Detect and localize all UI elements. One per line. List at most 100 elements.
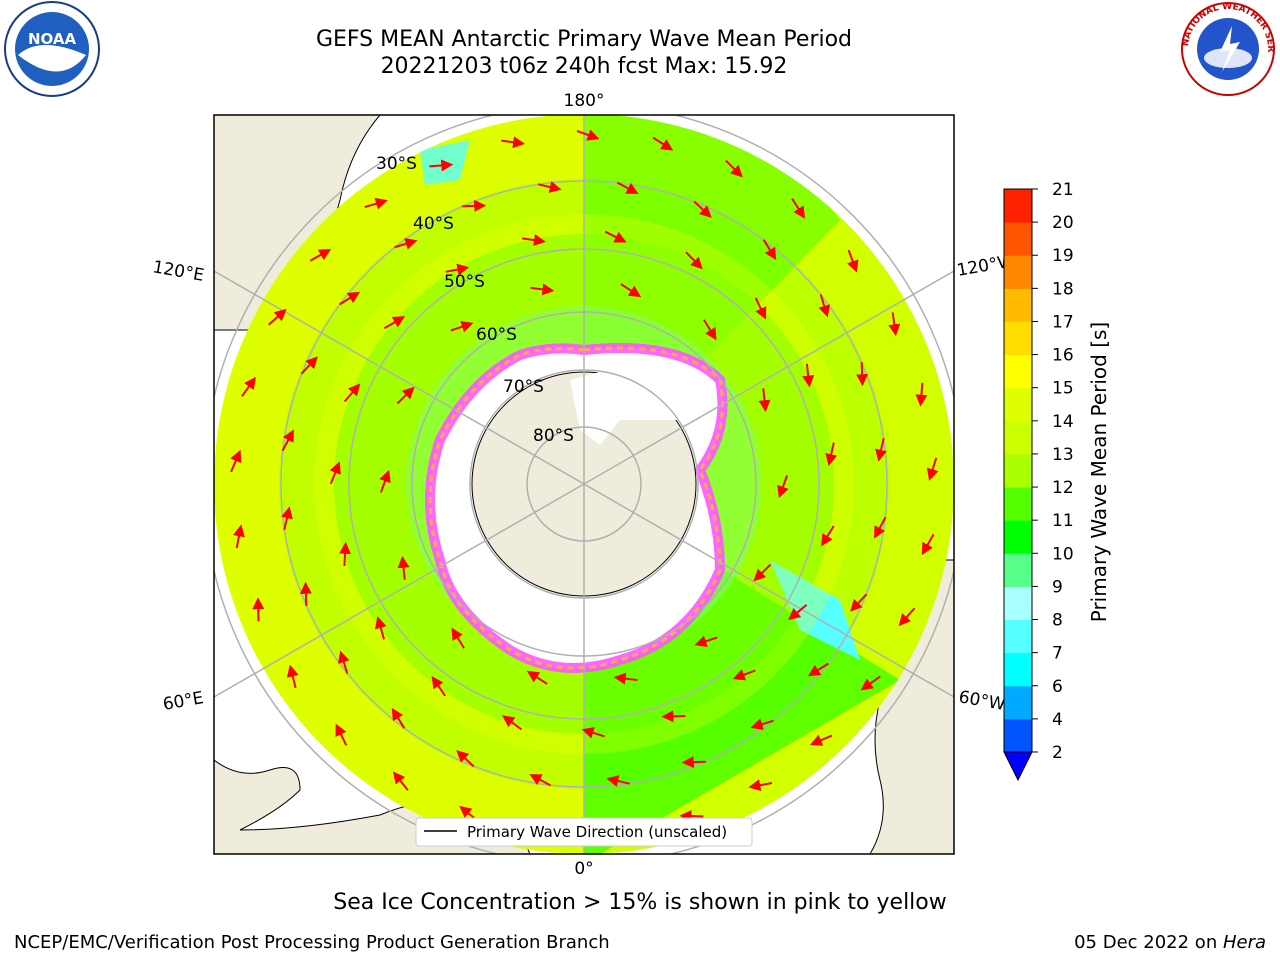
colorbar-tick-label: 18 <box>1052 279 1074 299</box>
colorbar-segment <box>1004 586 1032 621</box>
wave-arrow <box>850 593 868 612</box>
wave-arrow <box>758 388 771 413</box>
wave-arrow <box>521 234 546 247</box>
colorbar-segment <box>1004 520 1032 554</box>
wave-arrow <box>821 525 835 547</box>
legend: Primary Wave Direction (unscaled) <box>415 817 753 847</box>
wave-arrow <box>652 136 674 151</box>
wave-arrow <box>818 294 830 318</box>
wave-arrow <box>856 362 869 387</box>
wave-arrow <box>268 308 287 326</box>
chart-title: GEFS MEAN Antarctic Primary Wave Mean Pe… <box>315 27 853 52</box>
wave-arrow <box>693 200 712 218</box>
wave-arrow <box>299 581 312 606</box>
wave-arrow <box>809 734 833 746</box>
wave-arrow <box>392 771 409 791</box>
colorbar-tick-label: 13 <box>1052 445 1074 465</box>
footer-date-text: 05 Dec 2022 on <box>1074 932 1223 953</box>
colorbar-tick-label: 20 <box>1052 213 1074 233</box>
sea-ice-region <box>425 343 728 673</box>
wave-arrow <box>874 516 887 539</box>
wave-arrow <box>339 291 361 306</box>
wave-arrow <box>681 756 706 769</box>
wave-arrow <box>286 664 299 689</box>
wave-arrow <box>661 710 686 723</box>
colorbar-segment <box>1004 189 1032 223</box>
wave-arrow <box>748 779 773 792</box>
noaa-logo: NOAA <box>4 1 100 97</box>
footer-host: Hera <box>1222 932 1266 953</box>
colorbar-label: Primary Wave Mean Period [s] <box>1087 322 1111 623</box>
wave-arrow <box>825 442 838 467</box>
wave-arrow <box>921 533 935 556</box>
wave-arrow <box>537 181 562 193</box>
lon-label-60e: 60°E <box>161 688 205 715</box>
colorbar-segment <box>1004 652 1032 687</box>
wave-arrow <box>396 386 415 405</box>
colorbar-segment <box>1004 321 1032 356</box>
wave-arrow <box>754 297 767 320</box>
sea-ice-note: Sea Ice Concentration > 15% is shown in … <box>333 890 947 915</box>
wave-arrow <box>329 461 341 485</box>
wave-arrow <box>339 541 352 566</box>
wave-arrow <box>391 707 406 729</box>
wave-arrow <box>281 506 293 531</box>
colorbar-segment <box>1004 553 1032 587</box>
colorbar-segment <box>1004 619 1032 654</box>
colorbar-tick-label: 2 <box>1052 743 1063 763</box>
noaa-logo-text: NOAA <box>28 30 77 48</box>
wave-arrow <box>732 669 756 681</box>
wave-arrow <box>431 676 447 697</box>
colorbar-segment <box>1004 354 1032 389</box>
wave-arrow <box>530 283 555 296</box>
colorbar-tick-label: 9 <box>1052 577 1063 597</box>
wave-arrow <box>725 159 743 178</box>
wave-arrow <box>807 662 829 677</box>
wave-arrow <box>791 198 806 219</box>
wave-arrow <box>777 475 789 499</box>
wave-arrow <box>915 382 928 407</box>
footer-credit: NCEP/EMC/Verification Post Processing Pr… <box>14 932 610 953</box>
lon-label-0: 0° <box>574 859 593 879</box>
wave-arrow <box>501 136 526 149</box>
wave-direction-arrows <box>230 129 939 838</box>
lon-label-180: 180° <box>564 91 605 111</box>
wave-arrow <box>802 363 815 388</box>
wave-arrow <box>860 675 881 691</box>
colorbar-tick-label: 19 <box>1052 246 1074 266</box>
chart-subtitle: 20221203 t06z 240h fcst Max: 15.92 <box>380 54 788 79</box>
colorbar-segment <box>1004 255 1032 289</box>
map-frame <box>213 114 955 855</box>
colorbar-segment <box>1004 718 1032 753</box>
colorbar: 2 4 6 7 8 9 10 11 12 13 14 15 16 17 18 19 20 21 <box>1003 180 1074 782</box>
colorbar-tick-label: 17 <box>1052 312 1074 332</box>
wave-arrow <box>429 159 454 172</box>
colorbar-tick-label: 15 <box>1052 379 1074 399</box>
colorbar-segment <box>1004 487 1032 521</box>
wave-arrow <box>364 197 388 210</box>
colorbar-tick-label: 14 <box>1052 412 1074 432</box>
wave-arrow <box>679 810 704 823</box>
wave-arrow <box>374 616 387 640</box>
wave-arrow <box>898 607 916 627</box>
colorbar-segment <box>1004 288 1032 322</box>
colorbar-segment <box>1004 453 1032 488</box>
colorbar-segment <box>1004 685 1032 720</box>
lat-label-80s: 80°S <box>533 426 574 446</box>
wave-arrow <box>502 715 523 731</box>
colorbar-tick-label: 4 <box>1052 710 1063 730</box>
lon-label-120e: 120°E <box>151 257 205 286</box>
colorbar-tick-label: 6 <box>1052 677 1063 697</box>
wave-arrow <box>888 312 901 337</box>
wave-arrow <box>604 230 627 243</box>
colorbar-tick-label: 8 <box>1052 611 1063 631</box>
wave-arrow <box>445 263 470 276</box>
wave-arrow <box>338 650 350 674</box>
wave-arrow <box>581 727 605 739</box>
wave-arrow <box>762 239 777 261</box>
wave-arrow <box>703 319 717 341</box>
wave-arrow <box>694 635 718 647</box>
wave-arrow <box>300 356 318 375</box>
lat-label-60s: 60°S <box>476 325 517 345</box>
wave-arrow <box>456 750 475 768</box>
